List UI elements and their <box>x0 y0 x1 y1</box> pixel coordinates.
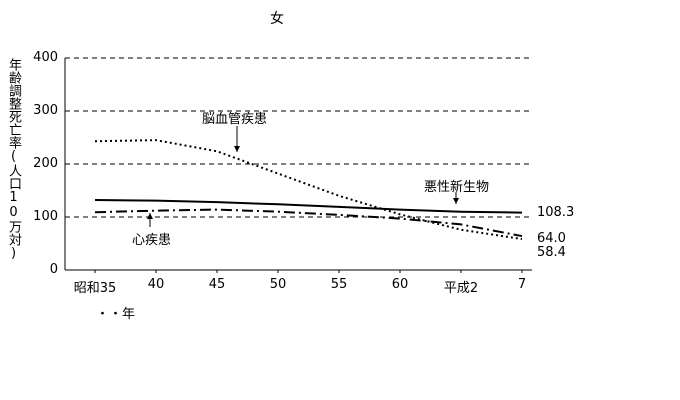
x-tick-label: 平成2 <box>443 281 479 296</box>
end-value-malignant-neoplasm: 108.3 <box>537 205 575 220</box>
y-tick-label: 100 <box>33 209 58 224</box>
x-tick-label: 55 <box>330 277 348 292</box>
chart-title: 女 <box>270 11 284 27</box>
x-axis-unit-note: ・・年 <box>96 307 136 322</box>
annotation-malignant-neoplasm: 悪性新生物 <box>424 180 490 195</box>
y-tick-label: 400 <box>33 50 58 65</box>
y-axis-tick-labels: 0 100 200 300 400 <box>24 0 58 400</box>
x-tick-label: 40 <box>147 277 165 292</box>
end-value-heart-disease: 64.0 <box>537 231 566 246</box>
x-tick-label: 50 <box>269 277 287 292</box>
x-tick-label: 60 <box>391 277 409 292</box>
y-tick-label: 200 <box>33 156 58 171</box>
annotation-cerebrovascular: 脳血管疾患 <box>202 112 268 127</box>
y-tick-label: 0 <box>49 262 58 277</box>
y-axis-label: 年齢調整死亡率(人口10万対) <box>6 58 21 261</box>
end-value-cerebrovascular: 58.4 <box>537 245 566 260</box>
x-tick-label: 45 <box>208 277 226 292</box>
x-tick-label: 昭和35 <box>73 281 117 296</box>
annotation-heart-disease: 心疾患 <box>132 233 172 248</box>
x-tick-label: 7 <box>517 277 527 292</box>
x-axis-tick-labels: 昭和35 40 45 50 55 60 平成2 7 <box>0 277 680 297</box>
y-tick-label: 300 <box>33 103 58 118</box>
